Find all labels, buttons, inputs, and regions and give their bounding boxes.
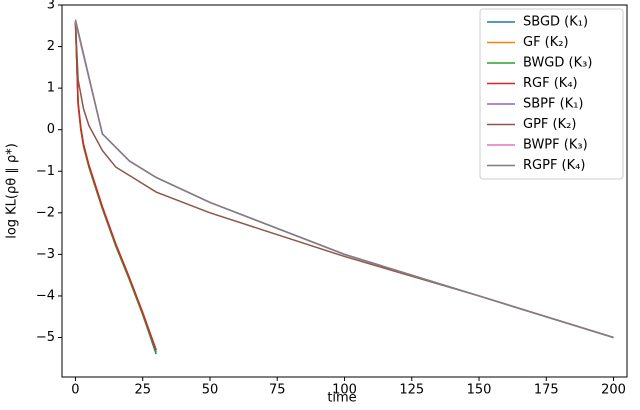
- series-line: [74, 21, 157, 351]
- legend-label: RGF (K₄): [523, 76, 578, 91]
- legend-label: SBGD (K₁): [523, 15, 588, 30]
- y-tick-label: 2: [47, 39, 55, 54]
- y-tick-label: −4: [36, 288, 55, 303]
- y-tick-label: −2: [36, 205, 55, 220]
- x-tick-label: 50: [202, 383, 219, 398]
- series-line: [74, 19, 614, 339]
- series-line: [74, 21, 614, 339]
- legend-label: GF (K₂): [523, 35, 569, 50]
- y-tick-label: −1: [36, 164, 55, 179]
- legend-label: GPF (K₂): [523, 117, 576, 132]
- x-axis-label: time: [327, 391, 356, 406]
- x-tick-label: 125: [399, 383, 424, 398]
- y-tick-label: 3: [47, 0, 55, 13]
- y-tick-label: 0: [47, 122, 55, 137]
- legend-label: RGPF (K₄): [523, 158, 585, 173]
- legend-label: BWGD (K₃): [523, 56, 592, 71]
- x-tick-label: 0: [71, 383, 79, 398]
- y-tick-label: 1: [47, 81, 55, 96]
- x-tick-label: 175: [534, 383, 559, 398]
- x-tick-label: 200: [601, 383, 626, 398]
- x-tick-label: 100: [332, 383, 357, 398]
- y-tick-label: −5: [36, 330, 55, 345]
- y-tick-label: −3: [36, 247, 55, 262]
- legend-label: SBPF (K₁): [523, 97, 584, 112]
- legend-label: BWPF (K₃): [523, 138, 588, 153]
- x-tick-label: 150: [467, 383, 492, 398]
- legend-box: [479, 8, 624, 180]
- x-tick-label: 25: [134, 383, 151, 398]
- y-axis-label: log KL(ρθ ∥ ρ*): [5, 143, 20, 239]
- x-tick-label: 75: [269, 383, 286, 398]
